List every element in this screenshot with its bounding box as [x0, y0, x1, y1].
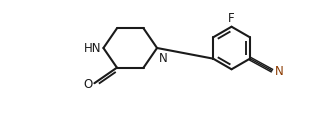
Text: HN: HN	[84, 42, 102, 55]
Text: N: N	[159, 52, 168, 65]
Text: O: O	[83, 77, 92, 90]
Text: F: F	[228, 12, 235, 25]
Text: N: N	[275, 65, 284, 78]
